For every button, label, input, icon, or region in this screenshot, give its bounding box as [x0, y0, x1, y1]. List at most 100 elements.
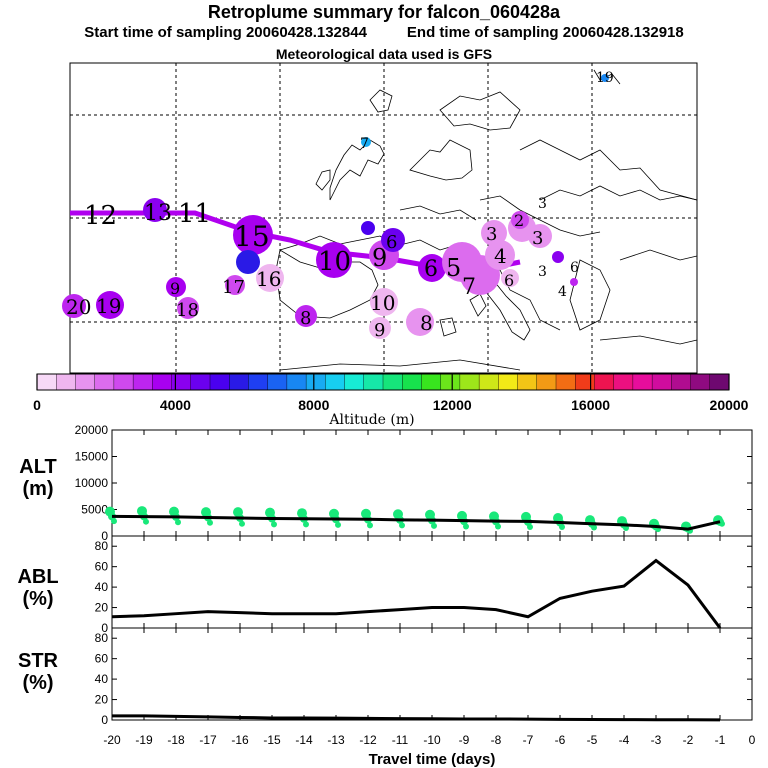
alt-ytick-2: 10000 — [75, 476, 109, 490]
map-label-19b: 19 — [596, 70, 614, 86]
xtick-label-17: -3 — [651, 733, 662, 747]
plume-day-13 — [143, 198, 167, 222]
xtick-label-12: -8 — [491, 733, 502, 747]
colorbar-cell-17 — [363, 373, 384, 391]
map-label-2a: 2 — [514, 211, 524, 230]
plume-day-20 — [62, 294, 86, 318]
alt-particle-0-2 — [111, 518, 117, 525]
alt-panel-label: ALT (m) — [8, 456, 68, 500]
xtick-label-10: -10 — [423, 733, 441, 747]
abl-series-line — [111, 558, 722, 629]
colorbar-cell-24 — [498, 373, 519, 391]
xtick-label-8: -12 — [359, 733, 377, 747]
xtick-label-18: -2 — [683, 733, 694, 747]
colorbar-tick-1: 4000 — [160, 397, 191, 413]
abl-label: ABL — [17, 566, 59, 588]
abl-panel: 0 20 40 60 80 — [95, 535, 753, 635]
colorbar-cell-4 — [113, 373, 134, 391]
map-day-labels: 12 13 11 15 10 9 7 6 20 19 18 17 16 8 9 … — [66, 70, 614, 341]
colorbar-cells — [36, 373, 730, 391]
map-label-13: 13 — [144, 201, 172, 226]
map-label-6d: 6 — [570, 260, 579, 276]
xtick-label-13: -7 — [523, 733, 534, 747]
xtick-label-3: -17 — [199, 733, 217, 747]
colorbar-cell-29 — [594, 373, 615, 391]
map-label-5a: 5 — [446, 254, 461, 282]
str-ytick-0: 0 — [101, 713, 108, 727]
map-label-6c: 6 — [504, 271, 514, 290]
xtick-label-7: -13 — [327, 733, 345, 747]
colorbar-cell-26 — [536, 373, 557, 391]
xtick-label-14: -6 — [555, 733, 566, 747]
alt-series-line — [111, 514, 721, 531]
map-label-16: 16 — [256, 267, 281, 291]
colorbar-cell-31 — [632, 373, 653, 391]
alt-particle-1-2 — [143, 518, 149, 525]
xtick-label-2: -18 — [167, 733, 185, 747]
abl-ytick-4: 80 — [95, 539, 109, 553]
colorbar-tick-5: 20000 — [710, 397, 749, 413]
map-label-8a: 8 — [300, 308, 311, 329]
map-label-8b: 8 — [420, 311, 433, 335]
xtick-label-16: -4 — [619, 733, 630, 747]
colorbar-tick-2: 8000 — [298, 397, 329, 413]
plume-day-4a — [485, 240, 515, 270]
abl-ytick-3: 60 — [95, 560, 109, 574]
xtick-label-4: -16 — [231, 733, 249, 747]
plume-day-8a — [295, 305, 317, 327]
alt-particle-5-2 — [271, 521, 277, 528]
colorbar-cell-27 — [555, 373, 576, 391]
plume-day-2b — [552, 251, 564, 263]
map-label-18: 18 — [176, 300, 199, 321]
plume-day-7b — [361, 137, 371, 147]
xtick-label-20: 0 — [749, 733, 756, 747]
plume-day-9b — [166, 277, 186, 297]
plume-day-10 — [316, 242, 352, 278]
colorbar-cell-0 — [36, 373, 57, 391]
map-label-19: 19 — [96, 294, 121, 318]
str-label: STR — [18, 650, 58, 672]
colorbar-tick-3: 12000 — [433, 397, 472, 413]
colorbar-cell-5 — [132, 373, 153, 391]
alt-particle-19-2 — [719, 520, 725, 527]
x-axis-label: Travel time (days) — [369, 751, 496, 768]
colorbar-cell-9 — [209, 373, 230, 391]
map-label-7b: 7 — [462, 275, 476, 300]
map-label-15: 15 — [234, 220, 270, 253]
xtick-label-19: -1 — [715, 733, 726, 747]
xtick-label-0: -20 — [103, 733, 121, 747]
plume-day-9c — [369, 317, 391, 339]
xtick-label-11: -9 — [459, 733, 470, 747]
map-label-4a: 4 — [494, 244, 507, 268]
map-label-6a: 6 — [386, 232, 397, 253]
colorbar: 0 4000 8000 12000 16000 20000 Altitude (m) — [33, 373, 749, 428]
str-frame — [111, 627, 753, 721]
alt-particle-8-2 — [367, 522, 373, 529]
colorbar-cell-25 — [517, 373, 538, 391]
map-label-3d: 3 — [538, 264, 547, 280]
xtick-label-6: -14 — [295, 733, 313, 747]
colorbar-cell-12 — [267, 373, 288, 391]
plume-day-17 — [225, 275, 245, 295]
map-label-6b: 6 — [424, 257, 438, 282]
colorbar-cell-21 — [440, 373, 461, 391]
map-label-3c: 3 — [538, 196, 547, 212]
str-panel: 0 20 40 60 80 — [95, 627, 753, 727]
plume-day-4b — [570, 278, 578, 286]
abl-panel-label: ABL (%) — [8, 566, 68, 610]
xtick-label-15: -5 — [587, 733, 598, 747]
alt-ytick-3: 15000 — [75, 450, 109, 464]
map-label-3a: 3 — [486, 224, 497, 245]
end-time-label: End time of sampling 20060428.132918 — [406, 24, 684, 41]
alt-particle-13-2 — [527, 523, 533, 530]
met-data-label: Meteorological data used is GFS — [275, 46, 493, 62]
chart-title: Retroplume summary for falcon_060428a — [207, 2, 561, 22]
map-label-10a: 10 — [318, 247, 351, 277]
alt-ytick-4: 20000 — [75, 423, 109, 437]
map-label-7a: 7 — [360, 136, 369, 152]
xtick-label-5: -15 — [263, 733, 281, 747]
map-panel: 12 13 11 15 10 9 7 6 20 19 18 17 16 8 9 … — [62, 62, 698, 374]
colorbar-cell-23 — [478, 373, 499, 391]
plume-day-6b — [418, 254, 446, 282]
